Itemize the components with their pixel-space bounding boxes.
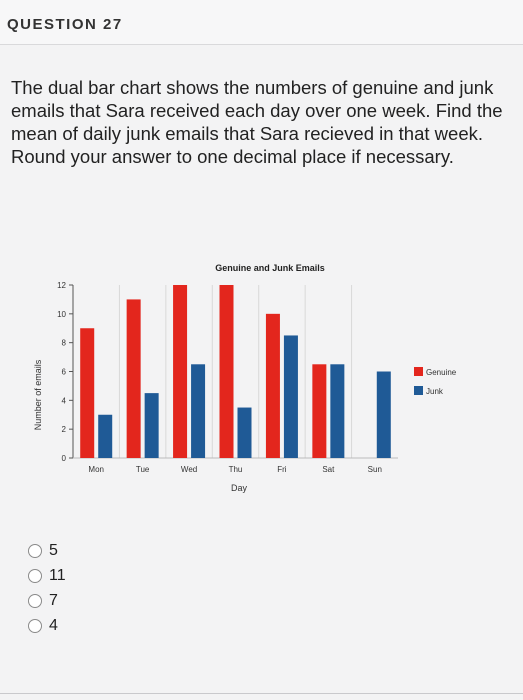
legend-swatch	[414, 367, 423, 376]
y-tick-label: 6	[62, 368, 67, 377]
chart-y-axis-label: Number of emails	[33, 359, 43, 430]
dual-bar-chart: Genuine and Junk Emails Number of emails…	[28, 255, 488, 505]
option-label: 5	[49, 541, 58, 559]
x-tick-label: Sat	[322, 465, 335, 474]
chart-svg: Genuine and Junk Emails Number of emails…	[33, 263, 457, 493]
option-2[interactable]: 11	[28, 563, 66, 588]
bar-junk-thu	[237, 407, 252, 458]
bar-genuine-mon	[80, 328, 95, 458]
question-header: QUESTION 27	[0, 0, 523, 45]
answer-options: 5 11 7 4	[28, 538, 66, 638]
chart-x-axis-label: Day	[231, 483, 248, 493]
bar-genuine-sat	[312, 364, 327, 458]
bar-genuine-tue	[126, 299, 141, 458]
question-text: The dual bar chart shows the numbers of …	[11, 77, 503, 167]
radio-button[interactable]	[28, 618, 42, 633]
option-4[interactable]: 4	[28, 613, 66, 638]
y-tick-label: 8	[62, 339, 67, 348]
x-tick-label: Mon	[88, 465, 104, 474]
legend-swatch	[414, 386, 423, 395]
bottom-divider	[0, 693, 523, 694]
y-tick-label: 2	[62, 425, 67, 434]
radio-button[interactable]	[28, 568, 42, 583]
radio-button[interactable]	[28, 543, 42, 558]
option-label: 7	[49, 591, 58, 609]
radio-button[interactable]	[28, 593, 42, 608]
bar-junk-sat	[330, 364, 345, 458]
y-tick-label: 4	[62, 396, 67, 405]
option-3[interactable]: 7	[28, 588, 66, 613]
x-tick-label: Thu	[229, 465, 243, 474]
bar-genuine-fri	[265, 313, 280, 458]
x-tick-label: Fri	[277, 465, 287, 474]
legend-label: Genuine	[426, 368, 457, 377]
option-label: 4	[49, 616, 58, 634]
y-tick-label: 0	[62, 454, 67, 463]
bar-junk-sun	[376, 371, 391, 458]
chart-title: Genuine and Junk Emails	[215, 263, 325, 273]
bar-junk-fri	[283, 335, 298, 458]
bar-junk-tue	[144, 393, 159, 458]
option-label: 11	[49, 566, 66, 584]
bar-genuine-thu	[219, 285, 234, 458]
x-tick-label: Wed	[181, 465, 197, 474]
y-tick-label: 10	[57, 310, 66, 319]
bar-genuine-wed	[173, 285, 188, 458]
y-tick-label: 12	[57, 281, 66, 290]
x-tick-label: Sun	[368, 465, 382, 474]
x-tick-label: Tue	[136, 465, 150, 474]
bar-junk-mon	[98, 414, 113, 458]
legend-label: Junk	[426, 387, 444, 396]
option-1[interactable]: 5	[28, 538, 66, 563]
bar-junk-wed	[191, 364, 206, 458]
question-number: QUESTION 27	[7, 16, 123, 33]
